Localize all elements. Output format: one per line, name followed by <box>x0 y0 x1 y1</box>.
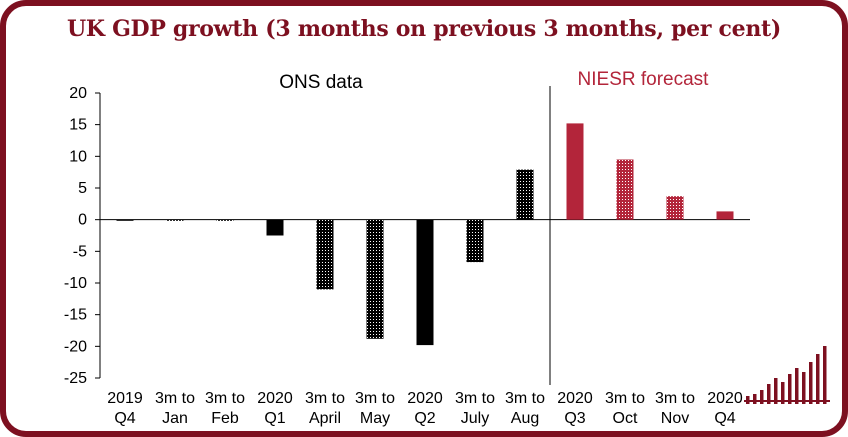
x-tick-label: 2019 Q4 <box>107 390 143 427</box>
ons-data-label: ONS data <box>279 72 363 93</box>
y-tick-label: 10 <box>69 148 87 165</box>
bar-3m-to-april <box>316 219 334 290</box>
y-tick-label: -15 <box>64 307 87 324</box>
y-tick-label: 20 <box>69 85 87 102</box>
bar-2020-q1 <box>266 219 284 236</box>
bar-3m-to-jan <box>166 219 184 221</box>
bar-3m-to-nov <box>666 196 684 220</box>
y-tick-label: -5 <box>73 243 87 260</box>
x-tick-label: 3m to Oct <box>605 390 645 427</box>
x-tick-label: 3m to May <box>355 390 395 427</box>
bars <box>116 123 734 346</box>
bar-3m-to-aug <box>516 169 534 220</box>
x-tick-label: 3m to Jan <box>155 390 195 427</box>
x-tick-label: 3m to July <box>455 390 495 427</box>
niesr-forecast-label: NIESR forecast <box>578 69 710 90</box>
x-tick-labels: 2019 Q4 3m to Jan 3m to Feb 2020 Q1 3m to April 3m… <box>107 390 743 427</box>
x-tick-label: 3m to Aug <box>505 390 545 427</box>
y-tick-label: -10 <box>64 275 87 292</box>
bar-2020-q4 <box>716 211 734 220</box>
y-tick-label: 15 <box>69 117 87 134</box>
x-tick-label: 2020 Q3 <box>557 390 593 427</box>
y-tick-label: -25 <box>64 370 87 387</box>
y-tick-label: 0 <box>78 212 87 229</box>
bar-3m-to-may <box>366 219 384 339</box>
gdp-bar-chart: ONS data NIESR forecast 20 15 10 5 0 -5 -10 -15… <box>64 69 750 427</box>
bar-3m-to-oct <box>616 159 634 220</box>
y-tick-labels: 20 15 10 5 0 -5 -10 -15 -20 -25 <box>64 85 100 387</box>
x-tick-label: 3m to Nov <box>655 390 695 427</box>
x-tick-label: 3m to Feb <box>205 390 245 427</box>
chart-title: UK GDP growth (3 months on previous 3 mo… <box>67 16 781 42</box>
x-tick-label: 2020 Q4 <box>707 390 743 427</box>
niesr-logo-icon <box>744 346 830 404</box>
bar-2020-q2 <box>416 219 434 346</box>
y-tick-label: -20 <box>64 338 87 355</box>
y-tick-label: 5 <box>78 180 87 197</box>
bar-2019-q4 <box>116 219 134 221</box>
bar-3m-to-feb <box>216 219 234 221</box>
bar-2020-q3 <box>566 123 584 220</box>
x-tick-label: 2020 Q1 <box>257 390 293 427</box>
axes <box>99 86 750 385</box>
x-tick-label: 3m to April <box>305 390 345 427</box>
bar-3m-to-july <box>466 219 484 263</box>
x-tick-label: 2020 Q2 <box>407 390 443 427</box>
